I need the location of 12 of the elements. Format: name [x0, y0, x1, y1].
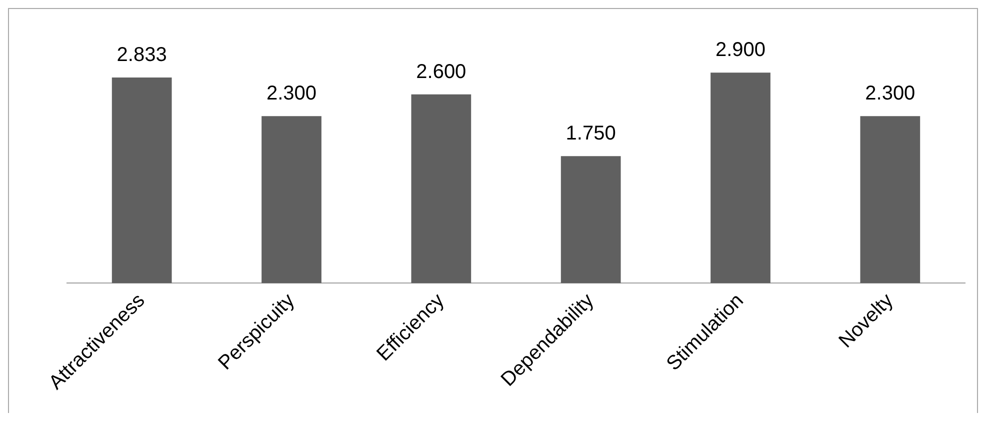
data-label: 2.600 — [416, 60, 466, 83]
data-label: 2.300 — [865, 82, 916, 105]
bar — [262, 116, 322, 284]
data-label: 1.750 — [566, 122, 616, 145]
bar — [112, 77, 172, 284]
data-label: 2.300 — [266, 82, 317, 105]
data-label: 2.833 — [116, 44, 167, 66]
bar — [860, 116, 920, 284]
bar — [710, 72, 770, 284]
bar — [411, 94, 472, 284]
bar — [560, 156, 621, 284]
data-label: 2.900 — [715, 39, 766, 62]
